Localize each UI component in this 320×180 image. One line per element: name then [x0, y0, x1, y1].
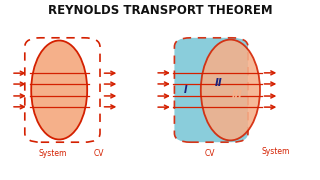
Text: CV: CV	[93, 149, 104, 158]
Ellipse shape	[31, 40, 87, 140]
Text: III: III	[231, 90, 242, 100]
Ellipse shape	[201, 40, 260, 140]
Text: II: II	[214, 78, 222, 88]
Text: REYNOLDS TRANSPORT THEOREM: REYNOLDS TRANSPORT THEOREM	[48, 4, 272, 17]
FancyBboxPatch shape	[174, 38, 248, 142]
Text: CV: CV	[204, 149, 215, 158]
Text: I: I	[184, 85, 188, 95]
Text: System: System	[39, 149, 67, 158]
Text: System: System	[262, 147, 290, 156]
